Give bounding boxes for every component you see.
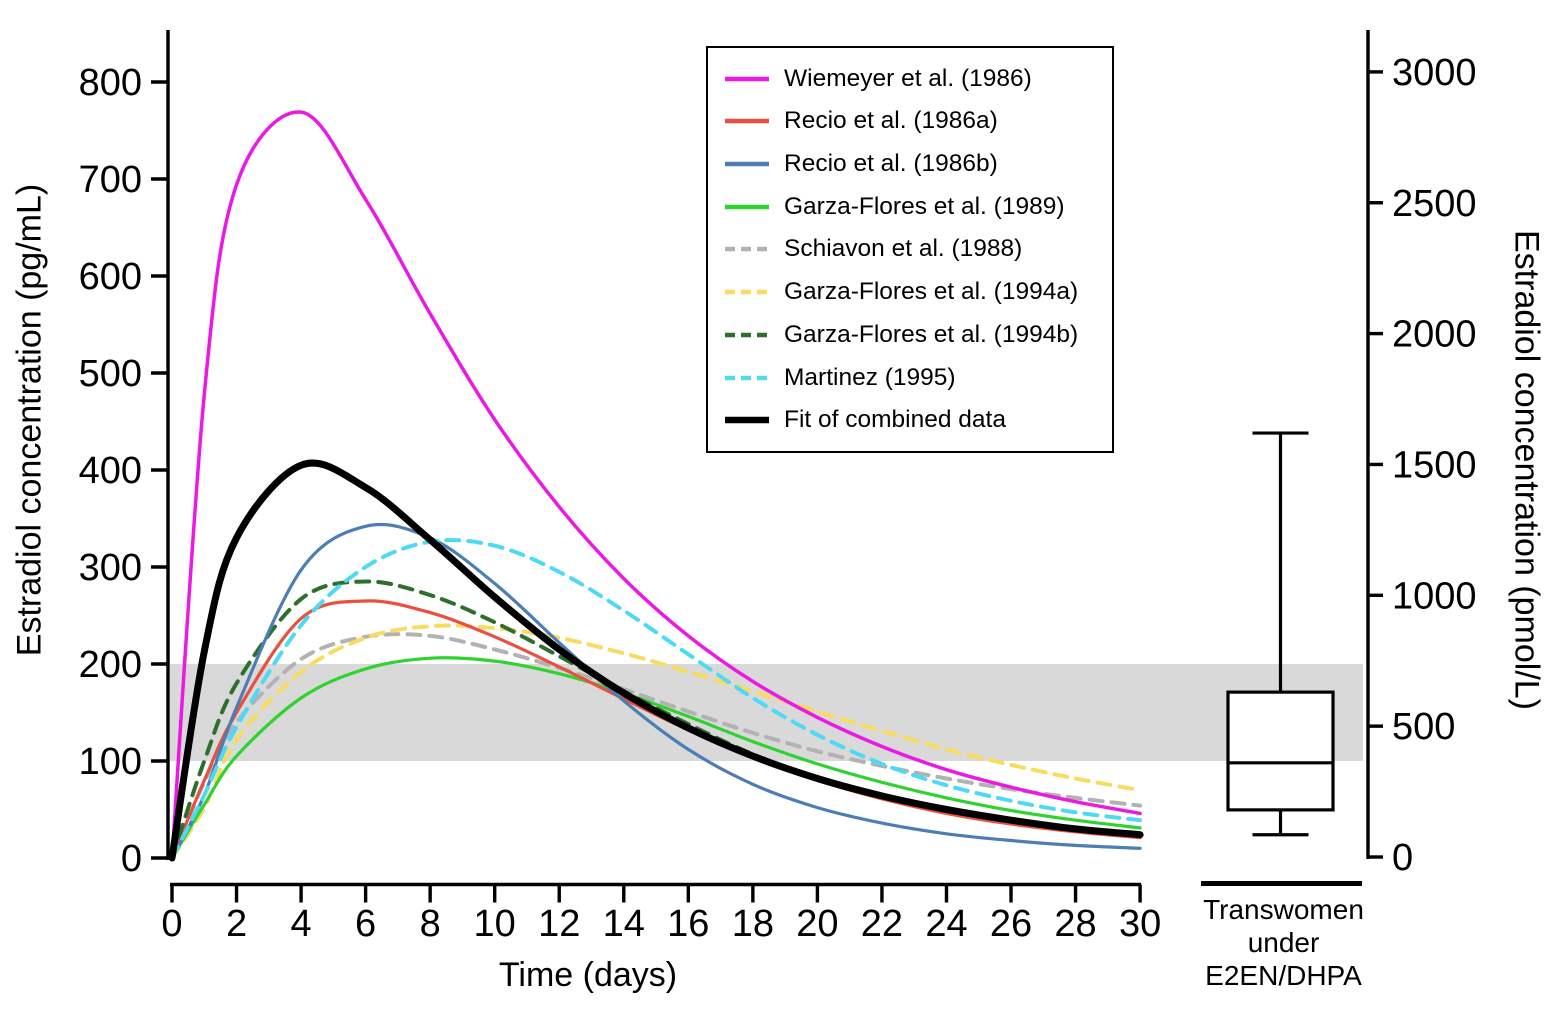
x-axis-tick-label: 22 [861,903,903,945]
right-axis-tick-label: 2500 [1392,183,1477,225]
left-axis-tick-label: 600 [79,256,142,298]
x-axis-tick-label: 10 [474,903,516,945]
legend-item: Recio et al. (1986a) [724,107,1112,135]
left-axis-tick-label: 400 [79,450,142,492]
legend-swatch-line-icon [725,161,769,167]
legend-label: Garza-Flores et al. (1989) [784,192,1065,220]
x-axis-title: Time (days) [498,956,678,994]
legend-label: Wiemeyer et al. (1986) [784,64,1032,92]
left-axis-tick-label: 800 [79,62,142,104]
x-axis-tick-label: 14 [603,903,645,945]
left-axis-tick-label: 500 [79,353,142,395]
boxplot-box [1226,690,1335,812]
right-axis-tick-label: 2000 [1392,314,1477,356]
x-axis-tick-label: 26 [990,903,1032,945]
boxplot [1201,431,1362,886]
legend-swatch-line-icon [725,76,769,81]
legend-item: Garza-Flores et al. (1994a) [724,278,1112,306]
x-axis-tick-label: 30 [1119,903,1161,945]
legend-item: Recio et al. (1986b) [724,150,1112,178]
legend-label: Recio et al. (1986b) [784,150,998,178]
x-axis-tick-label: 6 [355,903,376,945]
left-axis-title: Estradiol concentration (pg/mL) [10,183,49,657]
right-axis-tick-label: 500 [1392,706,1455,748]
x-axis-tick-label: 20 [796,903,838,945]
x-axis-tick-label: 28 [1054,903,1096,945]
left-axis-tick-label: 200 [79,644,142,686]
x-axis-tick-label: 2 [226,903,247,945]
series-line-6 [170,623,1143,860]
legend-swatch-line-icon [725,119,769,124]
boxplot-category-label-line: Transwomen [1203,894,1364,925]
x-axis-tick-label: 16 [667,903,709,945]
right-axis-tick-label: 3000 [1392,52,1477,94]
right-axis-tick-label: 0 [1392,837,1413,879]
x-axis-tick-label: 18 [732,903,774,945]
legend-label: Fit of combined data [784,406,1006,434]
x-axis-tick-label: 8 [420,903,441,945]
legend-item: Wiemeyer et al. (1986) [724,65,1112,93]
series-line-9 [168,459,1144,862]
legend-swatch-line-icon [725,204,769,209]
x-axis-tick-label: 12 [538,903,580,945]
legend-swatch-line-icon [725,332,769,338]
legend-swatch-line-icon [725,247,769,252]
legend-item: Garza-Flores et al. (1994b) [724,321,1112,349]
legend-label: Recio et al. (1986a) [784,107,998,135]
legend-item: Fit of combined data [724,406,1112,434]
x-axis-tick-label: 4 [291,903,312,945]
legend-label: Martinez (1995) [784,363,956,391]
left-axis-tick-label: 700 [79,159,142,201]
right-axis-title: Estradiol concentration (pmol/L) [1507,229,1546,711]
x-axis-tick-label: 0 [161,903,182,945]
left-axis-tick-label: 300 [79,547,142,589]
legend: Wiemeyer et al. (1986) Recio et al. (1986… [706,46,1114,453]
boxplot-category-label: Transwomen under E2EN/DHPA [1186,893,1381,992]
boxplot-category-label-line: under [1247,927,1320,958]
left-axis-tick-label: 100 [79,741,142,783]
legend-label: Schiavon et al. (1988) [784,235,1023,263]
legend-item: Schiavon et al. (1988) [724,235,1112,263]
legend-swatch-line-icon [725,375,769,380]
series-line-8 [170,538,1143,860]
legend-swatch-line-icon [725,289,769,295]
legend-item: Martinez (1995) [724,364,1112,392]
boxplot-category-label-line: E2EN/DHPA [1205,960,1362,991]
legend-label: Garza-Flores et al. (1994b) [784,320,1079,348]
legend-item: Garza-Flores et al. (1989) [724,193,1112,221]
x-axis-tick-label: 24 [925,903,967,945]
series-line-1 [170,110,1142,860]
reference-band [170,664,1363,761]
legend-label: Garza-Flores et al. (1994a) [784,278,1079,306]
right-axis-tick-label: 1000 [1392,575,1477,617]
legend-swatch-line-icon [725,416,769,424]
left-axis-tick-label: 0 [121,838,142,880]
right-axis-tick-label: 1500 [1392,444,1477,486]
